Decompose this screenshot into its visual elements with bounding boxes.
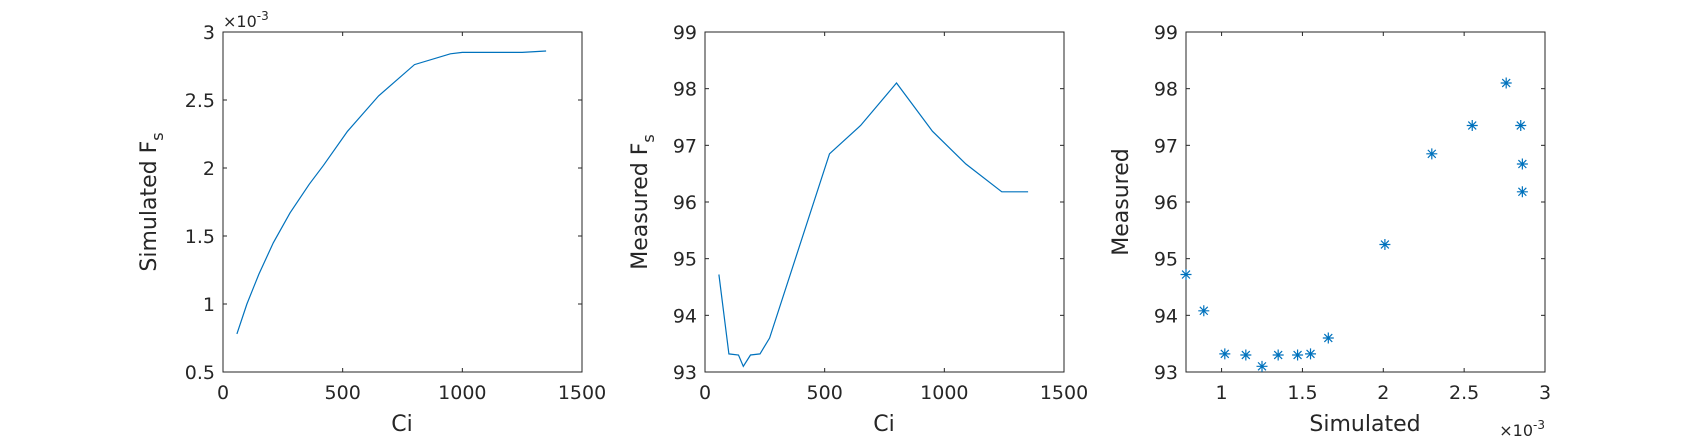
panel-2-ylabel-subscript: s <box>639 134 658 142</box>
panel-3: 1 1.5 2 2.5 3 93 94 95 96 97 98 99 Simulated Measur… <box>1109 22 1551 438</box>
panel-1-ytick-label: 1.5 <box>185 226 215 248</box>
panel-2-axes-box <box>704 31 1065 373</box>
panel-3-scatter-point <box>1292 349 1304 361</box>
panel-3-scatter-point <box>1272 349 1284 361</box>
panel-2-xtick-label: 500 <box>807 382 843 404</box>
panel-1-y-exponent-power: -3 <box>257 9 269 23</box>
panel-3-scatter-point <box>1180 269 1192 281</box>
panel-1-marks: 0 500 1000 1500 0.5 1 1.5 2 2.5 3 <box>185 22 606 404</box>
panel-3-x-exponent-power: -3 <box>1533 418 1545 432</box>
panel-2-ytick-label: 97 <box>673 135 697 157</box>
panel-3-scatter-point <box>1198 305 1210 317</box>
panel-3-ytick-label: 94 <box>1154 305 1178 327</box>
panel-3-x-exponent-base: ×10 <box>1499 421 1533 438</box>
panel-1-ytick-label: 3 <box>203 22 215 44</box>
panel-3-xtick-label: 2 <box>1377 382 1389 404</box>
panel-2-xtick-label: 0 <box>699 382 711 404</box>
panel-3-x-exponent: ×10-3 <box>1499 418 1545 438</box>
panel-3-scatter-point <box>1500 77 1512 89</box>
panel-3-xlabel: Simulated <box>1309 412 1420 437</box>
panel-1-ylabel: Simulated Fs <box>137 132 167 271</box>
panel-2-ylabel-main: Measured F <box>628 143 653 270</box>
panel-2-xlabel: Ci <box>873 412 894 437</box>
panel-3-scatter-point <box>1516 186 1528 198</box>
panel-3-xtick-label: 3 <box>1539 382 1551 404</box>
panel-1-axes-box <box>222 31 583 373</box>
panel-3-marks: 1 1.5 2 2.5 3 93 94 95 96 97 98 99 <box>1154 22 1551 404</box>
panel-1-y-exponent: ×10-3 <box>223 9 269 31</box>
panel-3-ylabel: Measured <box>1109 148 1134 255</box>
panel-1-xtick-label: 0 <box>217 382 229 404</box>
panel-2-xtick-label: 1500 <box>1040 382 1088 404</box>
panel-3-scatter-point <box>1515 120 1527 131</box>
panel-1-ytick-label: 0.5 <box>185 362 215 384</box>
panel-1-series-line <box>236 50 547 335</box>
panel-3-scatter-point <box>1219 348 1231 360</box>
panel-1-y-exponent-base: ×10 <box>223 12 257 31</box>
panel-3-xtick-label: 2.5 <box>1449 382 1479 404</box>
panel-3-scatter-point <box>1322 332 1334 344</box>
panel-3-axes-box <box>1185 31 1546 373</box>
panel-3-ytick-label: 95 <box>1154 249 1178 271</box>
panel-3-ytick-label: 98 <box>1154 79 1178 101</box>
panel-3-ytick-label: 96 <box>1154 192 1178 214</box>
panel-3-ytick-label: 99 <box>1154 22 1178 44</box>
panel-2-ytick-label: 96 <box>673 192 697 214</box>
panel-2-ytick-label: 95 <box>673 249 697 271</box>
panel-3-ytick-label: 97 <box>1154 135 1178 157</box>
panel-2-ylabel: Measured Fs <box>628 134 658 269</box>
panel-3-scatter-point <box>1516 158 1528 170</box>
panel-1-ylabel-subscript: s <box>148 132 167 140</box>
panel-2-series-line <box>718 82 1029 368</box>
panel-3-scatter-point <box>1240 349 1252 361</box>
panel-3-scatter-point <box>1379 239 1391 250</box>
panel-2-xtick-label: 1000 <box>920 382 968 404</box>
panel-2-marks: 0 500 1000 1500 93 94 95 96 97 98 99 <box>673 22 1088 404</box>
panel-2-ytick-label: 94 <box>673 305 697 327</box>
panel-1: 0 500 1000 1500 0.5 1 1.5 2 2.5 3 Ci Simulated Fs… <box>137 9 606 437</box>
panel-1-xlabel: Ci <box>391 412 412 437</box>
panel-1-xtick-label: 1500 <box>558 382 606 404</box>
panel-3-scatter-point <box>1305 348 1317 360</box>
panel-1-xtick-label: 500 <box>325 382 361 404</box>
panel-2-ytick-label: 93 <box>673 362 697 384</box>
panel-2-ytick-label: 99 <box>673 22 697 44</box>
panel-3-scatter-point <box>1426 148 1438 160</box>
panel-3-xtick-label: 1.5 <box>1287 382 1317 404</box>
panel-1-ytick-label: 2 <box>203 158 215 180</box>
panel-2: 0 500 1000 1500 93 94 95 96 97 98 99 Ci Measured F… <box>628 22 1088 437</box>
panel-1-xtick-label: 1000 <box>438 382 486 404</box>
panel-3-xtick-label: 1 <box>1216 382 1228 404</box>
panel-3-scatter-point <box>1256 360 1268 372</box>
panel-1-ytick-label: 2.5 <box>185 90 215 112</box>
panel-2-ytick-label: 98 <box>673 79 697 101</box>
panel-3-scatter-point <box>1466 120 1478 131</box>
panel-3-ytick-label: 93 <box>1154 362 1178 384</box>
panel-1-ytick-label: 1 <box>203 294 215 316</box>
panel-1-ylabel-main: Simulated F <box>137 141 162 272</box>
